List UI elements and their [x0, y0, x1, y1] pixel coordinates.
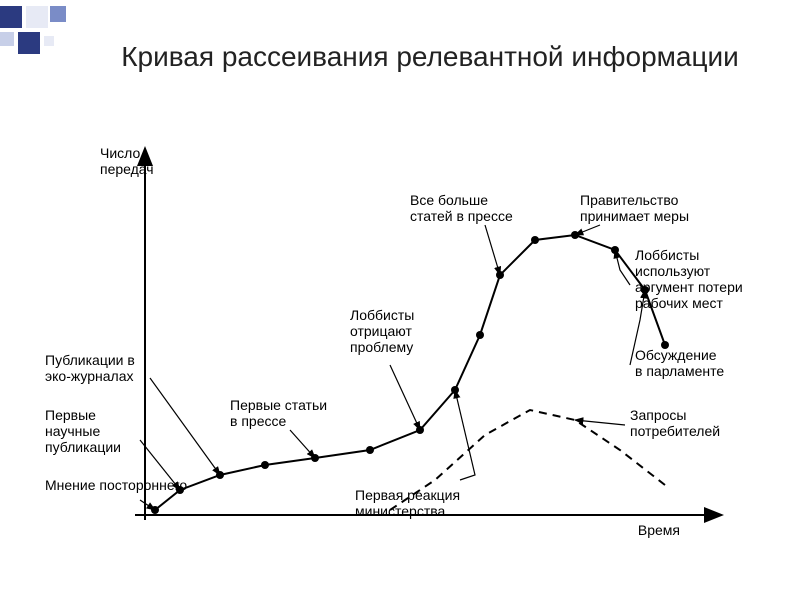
data-point [261, 461, 269, 469]
annotation-arrow [390, 365, 420, 430]
slide: Кривая рассеивания релевантной информаци… [0, 0, 800, 600]
annotation-arrow [290, 430, 315, 458]
dispersion-curve-chart: Числопередач Время Мнение постороннего Пе… [40, 120, 760, 560]
annotation-arrow [575, 225, 600, 235]
solid-curve [155, 235, 665, 510]
annotation-label: Первая реакцияминистерства [355, 487, 460, 519]
annotation-label: Первые статьив прессе [230, 397, 327, 429]
annotation-label: Обсуждениев парламенте [635, 347, 724, 379]
annotation-arrow [485, 225, 500, 275]
annotation-arrow [455, 390, 475, 480]
annotation-label: Публикации вэко-журналах [45, 352, 135, 384]
annotation-label: Лоббистыиспользуютаргумент потерирабочих… [635, 247, 743, 311]
annotation-label: Все большестатей в прессе [410, 192, 513, 224]
x-axis-label: Время [638, 522, 680, 538]
annotations-group: Мнение постороннего Первыенаучныепубликац… [45, 192, 743, 519]
slide-title: Кривая рассеивания релевантной информаци… [100, 40, 760, 74]
annotation-arrow [140, 500, 155, 510]
data-point [366, 446, 374, 454]
data-point [531, 236, 539, 244]
annotation-label: Мнение постороннего [45, 477, 187, 493]
y-axis-label: Числопередач [100, 145, 154, 177]
annotation-label: Первыенаучныепубликации [45, 407, 121, 455]
annotation-label: Лоббистыотрицаютпроблему [350, 307, 414, 355]
curves-group [151, 231, 669, 514]
annotation-label: Запросыпотребителей [630, 407, 720, 439]
data-point [476, 331, 484, 339]
annotation-label: Правительствопринимает меры [580, 192, 689, 224]
annotation-arrow [150, 378, 220, 475]
